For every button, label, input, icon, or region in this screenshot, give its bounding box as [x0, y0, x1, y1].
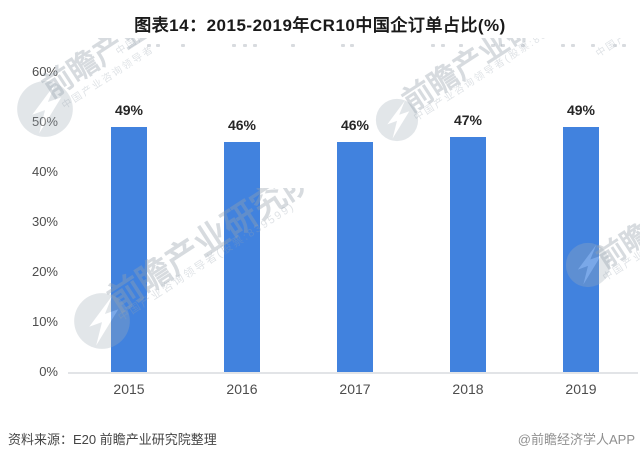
watermark-fragment-dash: [291, 44, 295, 47]
bar-value-label: 49%: [566, 102, 596, 118]
chart-title: 图表14：2015-2019年CR10中国企订单占比(%): [134, 16, 506, 35]
x-tick-label: 2019: [565, 381, 597, 397]
watermark-fragment-dash: [341, 44, 345, 47]
footer-source-note: 资料来源：E20 前瞻产业研究院整理: [8, 432, 217, 447]
x-tick-label: 2017: [339, 381, 371, 397]
x-tick-label: 2018: [452, 381, 484, 397]
watermark-fragment-dash: [561, 44, 565, 47]
footer-credit-note: @前瞻经济学人APP: [517, 432, 635, 447]
watermark-fragment-dash: [501, 44, 505, 47]
watermark-fragment-dash: [243, 44, 247, 47]
bar: [111, 127, 147, 372]
bar: [563, 127, 599, 372]
watermark-fragment-dash: [459, 44, 463, 47]
x-tick-label: 2015: [113, 381, 145, 397]
y-tick-label: 40%: [31, 164, 58, 179]
y-tick-label: 10%: [31, 314, 58, 329]
y-tick-label: 30%: [31, 214, 58, 229]
watermark-fragment-dash: [521, 44, 525, 47]
watermark-fragment-dash: [147, 44, 151, 47]
bar-value-label: 47%: [453, 112, 483, 128]
watermark-fragment-dash: [591, 44, 595, 47]
watermark-fragment-dash: [441, 44, 445, 47]
y-tick-label: 50%: [31, 114, 58, 129]
bar-value-label: 46%: [340, 117, 370, 133]
x-tick-label: 2016: [226, 381, 258, 397]
watermark-fragment-dash: [350, 44, 354, 47]
watermark-fragment-dash: [622, 44, 626, 47]
watermark-fragment-dash: [571, 44, 575, 47]
x-axis-line: [68, 372, 638, 374]
y-tick-label: 0%: [39, 364, 58, 379]
y-tick-label: 60%: [31, 64, 58, 79]
bar: [224, 142, 260, 372]
watermark-fragment-dash: [181, 44, 185, 47]
bar: [450, 137, 486, 372]
bar-value-label: 46%: [227, 117, 257, 133]
watermark-fragment-dash: [156, 44, 160, 47]
watermark-fragment-dash: [491, 44, 495, 47]
y-axis: 0% 10% 20% 30% 40% 50% 60%: [0, 0, 58, 465]
watermark-fragment-dash: [253, 44, 257, 47]
watermark-fragment-dash: [232, 44, 236, 47]
bar: [337, 142, 373, 372]
watermark-fragment-dash: [613, 44, 617, 47]
bar-value-label: 49%: [114, 102, 144, 118]
watermark-fragment-dash: [431, 44, 435, 47]
y-tick-label: 20%: [31, 264, 58, 279]
